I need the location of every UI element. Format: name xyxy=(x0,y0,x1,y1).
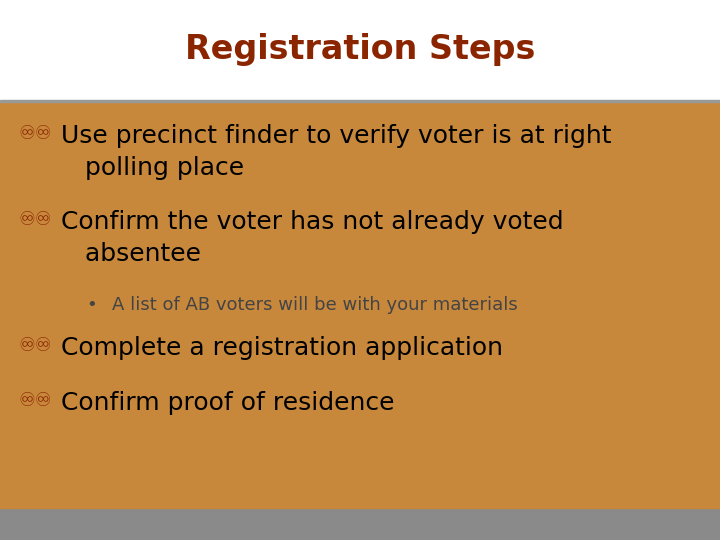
Text: •: • xyxy=(86,295,97,314)
Text: ♾♾: ♾♾ xyxy=(18,336,52,355)
Text: absentee: absentee xyxy=(61,242,201,266)
Text: Complete a registration application: Complete a registration application xyxy=(61,336,503,360)
Text: Confirm the voter has not already voted: Confirm the voter has not already voted xyxy=(61,210,564,234)
Text: ♾♾: ♾♾ xyxy=(18,392,52,410)
Text: A list of AB voters will be with your materials: A list of AB voters will be with your ma… xyxy=(112,295,518,314)
Text: polling place: polling place xyxy=(61,156,244,180)
Text: ♾♾: ♾♾ xyxy=(18,124,52,143)
Text: Use precinct finder to verify voter is at right: Use precinct finder to verify voter is a… xyxy=(61,124,612,148)
Text: ♾♾: ♾♾ xyxy=(18,210,52,229)
Text: Registration Steps: Registration Steps xyxy=(185,33,535,66)
Text: Confirm proof of residence: Confirm proof of residence xyxy=(61,392,395,415)
